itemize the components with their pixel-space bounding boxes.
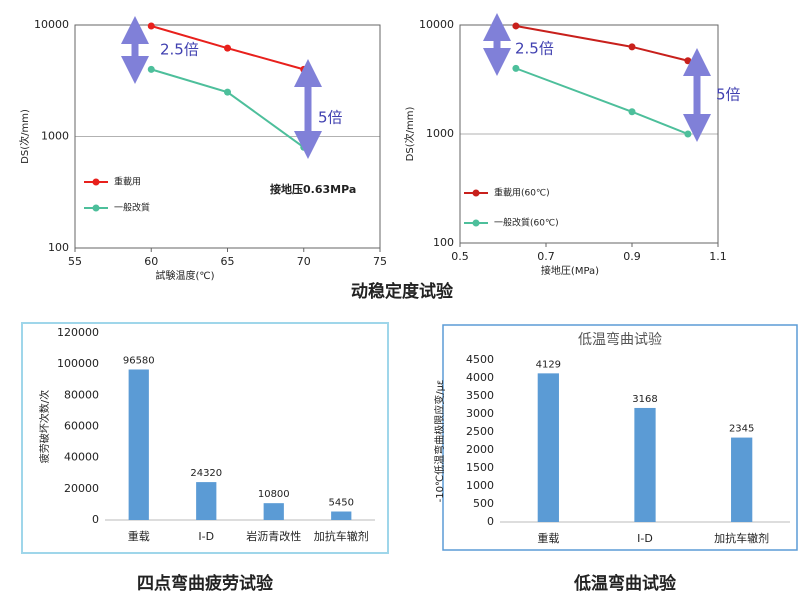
x-tick-label: 加抗车辙剂 <box>314 529 369 543</box>
x-tick-label: 重载 <box>128 529 150 543</box>
y-tick-label: 2500 <box>466 425 494 438</box>
x-tick-label: 岩沥青改性 <box>246 529 301 543</box>
point <box>512 22 520 30</box>
bar <box>634 407 656 522</box>
y-tick-label: 10000 <box>34 18 69 31</box>
annotation: 5倍 <box>318 109 343 127</box>
y-tick-label: 2000 <box>466 443 494 456</box>
bar <box>731 437 753 522</box>
plot-frame <box>459 24 719 244</box>
x-tick-label: 55 <box>68 255 82 268</box>
point <box>224 44 231 52</box>
caption: 低温弯曲试验 <box>573 573 677 594</box>
y-tick-label: 0 <box>487 515 494 528</box>
y-tick-label: 80000 <box>64 388 99 401</box>
legend-label: 一般改質(60℃) <box>494 217 559 229</box>
y-tick-label: 4000 <box>466 371 494 384</box>
series-line <box>515 67 689 135</box>
y-axis-label: DS(次/mm) <box>403 107 416 162</box>
legend-label: 重載用 <box>114 176 141 188</box>
value-label: 10800 <box>258 489 290 500</box>
y-tick-label: 1000 <box>466 479 494 492</box>
x-axis-label: 接地圧(MPa) <box>541 264 599 277</box>
x-tick-label: 0.7 <box>537 250 555 263</box>
bar <box>537 373 559 522</box>
annotation: 2.5倍 <box>160 41 199 59</box>
x-tick-label: 60 <box>144 255 158 268</box>
point <box>628 43 636 51</box>
bar <box>196 482 217 520</box>
y-axis-label: 疲劳破坏次数/次 <box>38 390 51 463</box>
y-tick-label: 10000 <box>419 18 454 31</box>
point <box>512 64 520 72</box>
x-tick-label: 0.9 <box>623 250 641 263</box>
y-tick-label: 40000 <box>64 451 99 464</box>
x-axis-label: 試験温度(℃) <box>155 269 214 282</box>
bar <box>331 511 352 520</box>
legend-label: 重載用(60℃) <box>494 187 550 199</box>
y-tick-label: 3500 <box>466 389 494 402</box>
chart-frame <box>21 322 389 554</box>
x-tick-label: 重载 <box>537 531 559 545</box>
value-label: 5450 <box>329 498 354 509</box>
value-label: 96580 <box>123 355 155 366</box>
point <box>224 88 231 96</box>
value-label: 24320 <box>190 468 222 479</box>
y-tick-label: 500 <box>473 497 494 510</box>
bar <box>128 369 149 520</box>
y-tick-label: 0 <box>92 513 99 526</box>
bar <box>263 503 284 520</box>
legend-marker <box>92 178 100 186</box>
x-tick-label: 65 <box>221 255 235 268</box>
x-tick-label: 加抗车辙剂 <box>714 531 769 545</box>
annotation: 5倍 <box>716 86 741 104</box>
series-line <box>150 68 305 149</box>
x-tick-label: 70 <box>297 255 311 268</box>
point <box>684 57 692 65</box>
y-tick-label: 100000 <box>57 357 99 370</box>
y-tick-label: 1000 <box>41 130 69 143</box>
point <box>300 65 308 73</box>
y-axis-label: DS(次/mm) <box>18 109 31 164</box>
y-tick-label: 1500 <box>466 461 494 474</box>
y-tick-label: 4500 <box>466 353 494 366</box>
x-tick-label: I-D <box>198 530 214 543</box>
y-tick-label: 60000 <box>64 420 99 433</box>
y-tick-label: 120000 <box>57 326 99 339</box>
point <box>684 130 692 138</box>
y-tick-label: 3000 <box>466 407 494 420</box>
legend-marker <box>472 219 480 227</box>
chart-title: 低温弯曲试验 <box>578 331 662 348</box>
x-tick-label: I-D <box>637 532 653 545</box>
annotation: 2.5倍 <box>515 40 554 58</box>
y-axis-label: -10℃低温弯曲极限应变/με <box>433 380 446 503</box>
annotation: 接地压0.63MPa <box>270 182 356 196</box>
legend-label: 一般改質 <box>114 202 150 214</box>
legend-marker <box>472 189 480 197</box>
value-label: 4129 <box>536 359 561 370</box>
x-tick-label: 0.5 <box>451 250 469 263</box>
caption: 动稳定度试验 <box>351 281 454 302</box>
legend-marker <box>92 204 100 212</box>
y-tick-label: 20000 <box>64 482 99 495</box>
value-label: 3168 <box>632 394 657 405</box>
point <box>147 65 155 73</box>
caption: 四点弯曲疲劳试验 <box>137 573 274 594</box>
value-label: 2345 <box>729 424 754 435</box>
point <box>628 108 636 116</box>
y-tick-label: 100 <box>433 236 454 249</box>
y-tick-label: 100 <box>48 241 69 254</box>
x-tick-label: 1.1 <box>709 250 727 263</box>
x-tick-label: 75 <box>373 255 387 268</box>
chart-frame <box>442 324 798 551</box>
point <box>147 22 155 30</box>
y-tick-label: 1000 <box>426 127 454 140</box>
